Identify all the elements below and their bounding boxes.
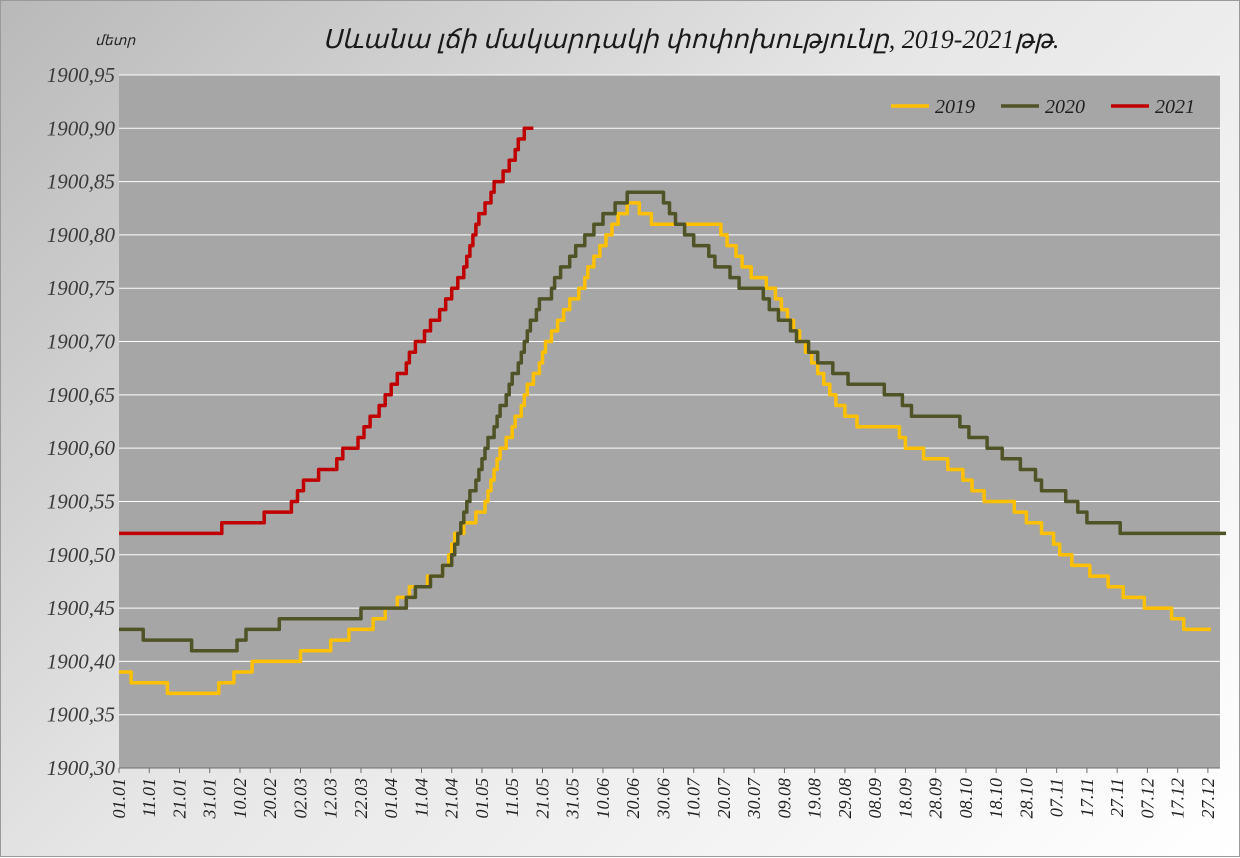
x-tick-label: 30.06 <box>653 778 673 820</box>
x-tick-label: 20.02 <box>260 778 280 819</box>
x-tick-label: 10.02 <box>230 778 250 819</box>
y-tick-label: 1900,95 <box>47 63 115 87</box>
x-tick-label: 08.09 <box>865 778 885 819</box>
x-tick-label: 20.06 <box>623 778 643 819</box>
y-tick-label: 1900,40 <box>47 649 116 673</box>
x-tick-label: 18.10 <box>986 778 1006 819</box>
chart-title: Սևանա լճի մակարդակի փոփոխությունը, 2019-… <box>323 25 1060 54</box>
gridlines <box>119 74 1220 769</box>
x-tick-label: 21.05 <box>532 778 552 819</box>
y-tick-label: 1900,30 <box>47 756 116 780</box>
x-tick-label: 17.11 <box>1077 778 1097 817</box>
x-tick-label: 27.11 <box>1107 778 1127 817</box>
y-tick-label: 1900,50 <box>47 543 116 567</box>
legend-label-2019: 2019 <box>935 96 975 118</box>
y-tick-label: 1900,70 <box>47 330 116 354</box>
series-lines <box>119 126 1226 696</box>
legend-label-2021: 2021 <box>1155 96 1195 118</box>
y-tick-label: 1900,55 <box>47 489 115 513</box>
x-tick-label: 17.12 <box>1168 778 1188 819</box>
x-tick-label: 22.03 <box>351 778 371 819</box>
y-tick-label: 1900,75 <box>47 276 115 300</box>
x-tick-label: 11.05 <box>502 778 522 817</box>
y-tick-label: 1900,90 <box>47 116 116 140</box>
x-axis-ticks: 01.01 11.01 21.01 31.01 10.02 20.02 02.03 12.03… <box>109 768 1218 820</box>
x-tick-label: 27.12 <box>1198 778 1218 819</box>
x-tick-label: 21.04 <box>442 778 462 819</box>
y-tick-label: 1900,35 <box>47 703 115 727</box>
x-tick-label: 09.08 <box>774 778 794 819</box>
x-tick-label: 07.12 <box>1137 778 1157 819</box>
x-tick-label: 18.09 <box>895 778 915 819</box>
x-tick-label: 28.10 <box>1016 778 1036 819</box>
y-tick-label: 1900,60 <box>47 436 116 460</box>
x-tick-label: 01.05 <box>472 778 492 819</box>
legend-label-2020: 2020 <box>1045 96 1085 118</box>
x-tick-label: 31.05 <box>563 778 583 820</box>
x-tick-label: 11.04 <box>411 778 431 817</box>
plot-area <box>119 75 1220 768</box>
x-tick-label: 01.01 <box>109 778 129 819</box>
series-line-2021 <box>119 126 534 536</box>
x-tick-label: 11.01 <box>139 778 159 817</box>
x-tick-label: 08.10 <box>956 778 976 819</box>
x-tick-label: 28.09 <box>926 778 946 819</box>
y-axis-unit-label: մետր <box>95 34 136 49</box>
series-line-2020 <box>119 190 1226 653</box>
x-tick-label: 10.07 <box>684 777 704 819</box>
x-tick-label: 19.08 <box>805 778 825 819</box>
x-tick-label: 21.01 <box>169 778 189 819</box>
x-tick-label: 30.07 <box>744 777 764 820</box>
series-line-2019 <box>119 201 1211 696</box>
y-tick-label: 1900,80 <box>47 223 116 247</box>
y-tick-label: 1900,45 <box>47 596 115 620</box>
x-tick-label: 12.03 <box>321 778 341 819</box>
y-axis-ticks: 1900,95 1900,90 1900,85 1900,80 1900,75 1900,… <box>47 63 116 780</box>
x-tick-label: 29.08 <box>835 778 855 819</box>
x-tick-label: 31.01 <box>200 778 220 820</box>
y-tick-label: 1900,65 <box>47 383 115 407</box>
y-tick-label: 1900,85 <box>47 170 115 194</box>
x-tick-label: 02.03 <box>290 778 310 819</box>
x-tick-label: 07.11 <box>1047 778 1067 817</box>
legend: 2019 2020 2021 <box>891 96 1195 118</box>
x-tick-label: 20.07 <box>714 777 734 819</box>
x-tick-label: 10.06 <box>593 778 613 819</box>
x-tick-label: 01.04 <box>381 778 401 819</box>
